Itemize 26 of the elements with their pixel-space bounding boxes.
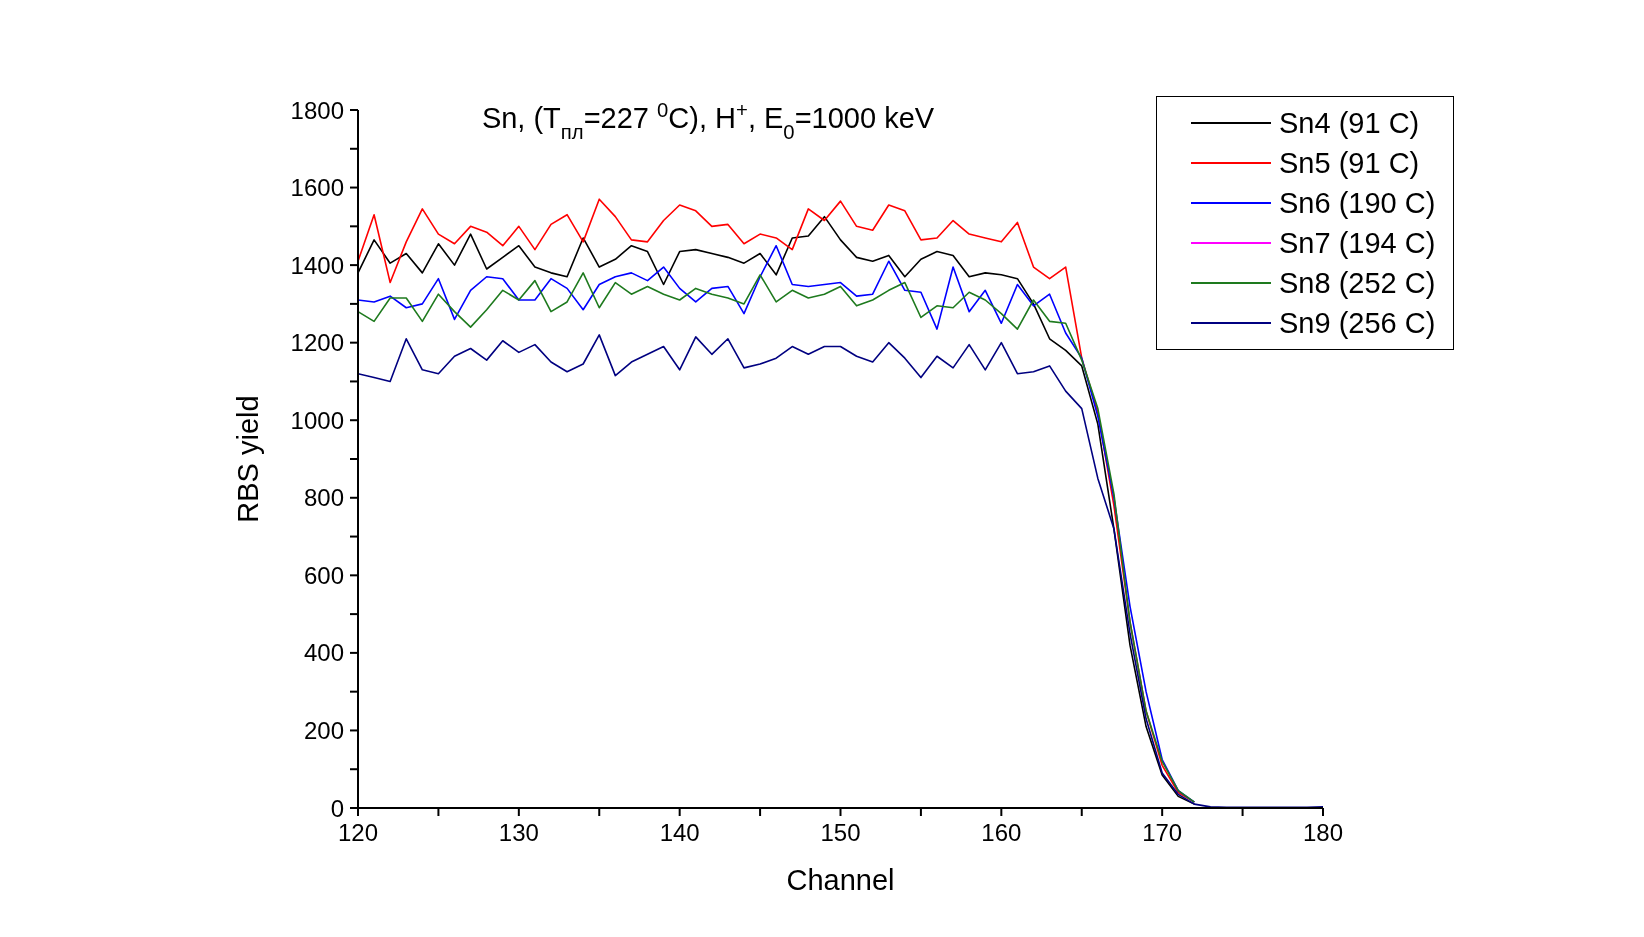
y-tick-label: 200	[303, 716, 344, 744]
legend-label: Sn7 (194 C)	[1279, 226, 1436, 260]
x-tick-label: 150	[820, 819, 861, 847]
legend-label: Sn6 (190 C)	[1279, 186, 1436, 220]
x-tick-label: 130	[498, 819, 539, 847]
y-tick-label: 1400	[290, 251, 344, 279]
y-axis-title: RBS yield	[232, 395, 265, 523]
x-tick-label: 180	[1302, 819, 1344, 847]
x-tick-label: 120	[337, 819, 379, 847]
legend-label: Sn4 (91 C)	[1279, 106, 1420, 140]
y-tick-label: 600	[303, 561, 344, 589]
y-tick-label: 1200	[290, 329, 344, 357]
x-tick-label: 170	[1142, 819, 1183, 847]
legend-label: Sn5 (91 C)	[1279, 146, 1420, 180]
y-tick-label: 1800	[290, 96, 344, 124]
y-tick-label: 800	[303, 484, 344, 512]
chart-title: Sn, (T$_{пл}$=227 $^{0}$C), H$^{+}$, E$_{0}$=1000 keV	[481, 99, 935, 143]
y-tick-label: 1000	[290, 406, 344, 434]
y-tick-label: 0	[330, 794, 344, 822]
legend-label: Sn9 (256 C)	[1279, 306, 1436, 340]
y-tick-label: 1600	[290, 174, 344, 202]
x-tick-label: 140	[659, 819, 700, 847]
x-axis-title: Channel	[786, 864, 895, 896]
legend-label: Sn8 (252 C)	[1279, 266, 1436, 300]
y-tick-label: 400	[303, 639, 344, 667]
x-tick-label: 160	[981, 819, 1022, 847]
